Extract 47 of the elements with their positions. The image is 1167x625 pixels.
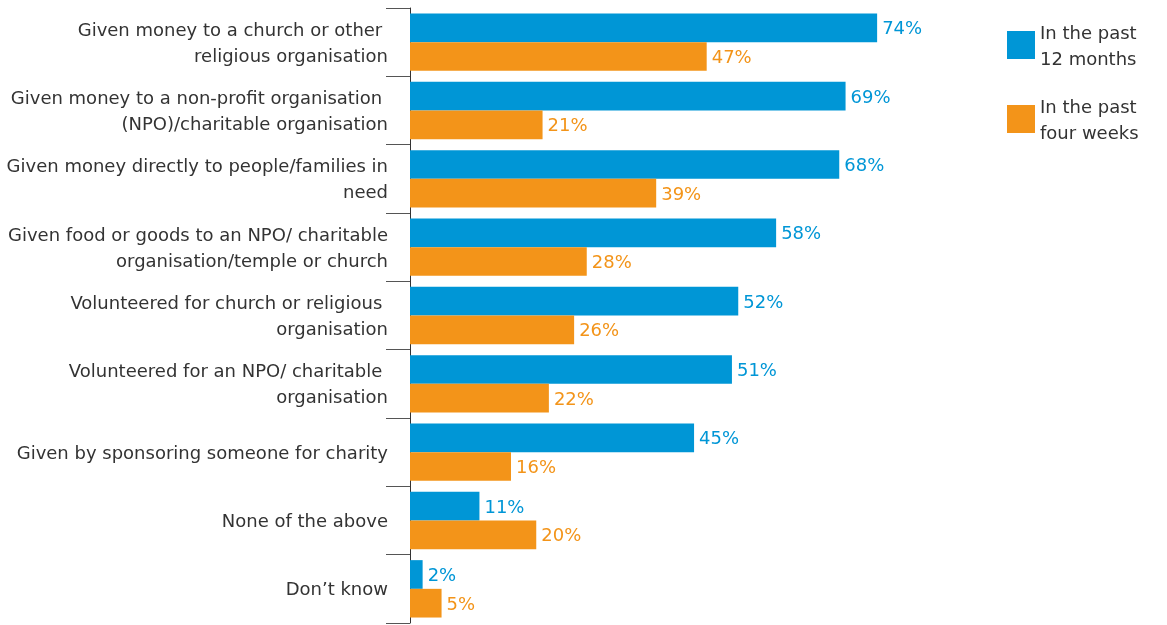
bar xyxy=(410,42,707,71)
data-label: 28% xyxy=(591,251,632,273)
bar xyxy=(410,452,511,481)
bar xyxy=(410,423,695,453)
bar xyxy=(410,81,846,111)
data-label: 68% xyxy=(844,153,885,175)
data-label: 26% xyxy=(579,319,620,341)
y-tick-label: Given money directly to people/families in need xyxy=(6,155,388,203)
bar xyxy=(410,588,442,618)
bar xyxy=(410,286,739,316)
data-label: 69% xyxy=(850,85,891,107)
bar xyxy=(410,383,549,413)
bar xyxy=(410,150,840,179)
legend-label: In the past four weeks xyxy=(1040,95,1143,143)
data-label: 5% xyxy=(446,592,476,614)
data-label: 16% xyxy=(516,456,557,478)
data-label: 20% xyxy=(541,524,582,546)
data-label: 2% xyxy=(427,563,457,585)
y-tick-label: Volunteered for church or religious organisation xyxy=(70,292,388,339)
data-label: 45% xyxy=(699,427,740,449)
bar xyxy=(410,560,423,589)
bar xyxy=(410,178,657,208)
bar xyxy=(410,110,543,140)
bar xyxy=(410,315,575,345)
y-tick-label: Given food or goods to an NPO/ charitable organisation/temple or church xyxy=(8,223,388,271)
y-tick-label: Volunteered for an NPO/ charitable organisation xyxy=(68,360,388,408)
bar xyxy=(410,218,777,248)
data-label: 22% xyxy=(553,387,594,409)
y-tick-label: Given by sponsoring someone for charity xyxy=(16,441,389,463)
bar xyxy=(410,13,878,43)
y-tick-label: None of the above xyxy=(221,510,388,531)
bar xyxy=(410,520,537,550)
data-label: 58% xyxy=(781,222,822,244)
data-label: 39% xyxy=(661,182,702,204)
bar xyxy=(410,355,732,384)
data-label: 74% xyxy=(882,17,923,39)
data-label: 47% xyxy=(711,46,752,68)
legend-label: In the past 12 months xyxy=(1040,21,1143,69)
y-tick-label: Given money to a church or other religious organisation xyxy=(77,18,388,66)
data-label: 11% xyxy=(484,495,525,517)
bar xyxy=(410,247,587,276)
data-label: 51% xyxy=(736,358,777,380)
bar xyxy=(410,491,480,521)
data-label: 52% xyxy=(743,290,784,312)
y-tick-label: Given money to a non-profit organisation (NPO)/charitable organisation xyxy=(10,87,388,134)
data-label: 21% xyxy=(547,114,588,136)
y-tick-label: Don’t know xyxy=(285,578,388,600)
